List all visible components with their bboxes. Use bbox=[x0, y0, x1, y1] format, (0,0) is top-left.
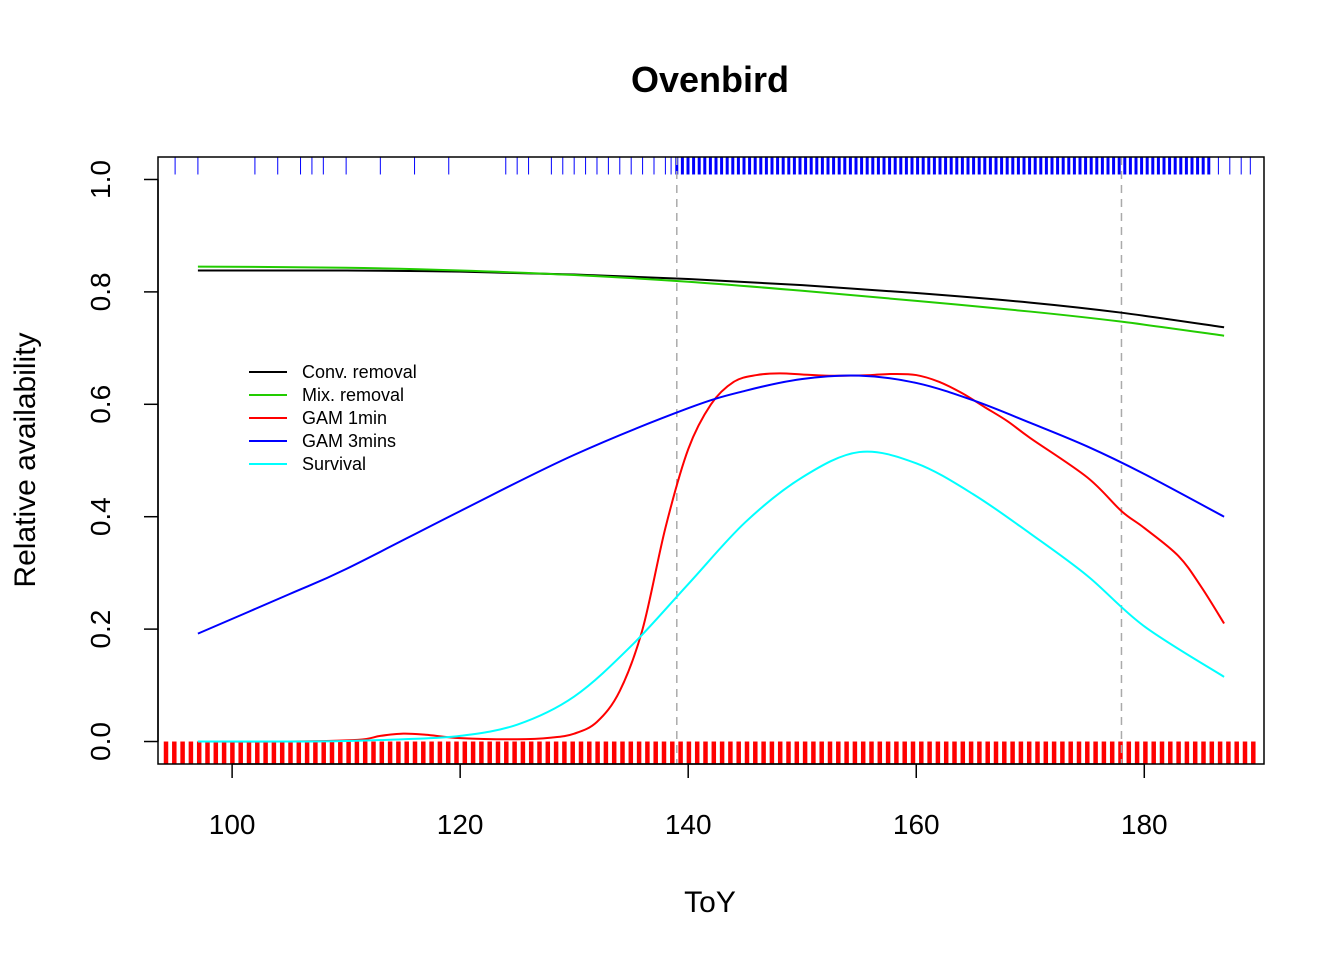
x-tick-label: 160 bbox=[893, 809, 940, 840]
series-line-0 bbox=[197, 269, 1225, 329]
y-tick-label: 0.0 bbox=[85, 722, 116, 761]
reference-lines bbox=[676, 157, 1123, 764]
x-tick-label: 120 bbox=[437, 809, 484, 840]
x-tick-label: 100 bbox=[209, 809, 256, 840]
series-line-4 bbox=[197, 450, 1225, 743]
rug-top bbox=[174, 157, 1251, 175]
x-axis: 100 120 140 160 180 bbox=[209, 763, 1168, 840]
legend-label: GAM 3mins bbox=[302, 431, 396, 451]
legend-label: GAM 1min bbox=[302, 408, 387, 428]
x-tick-label: 140 bbox=[665, 809, 712, 840]
y-tick-label: 0.8 bbox=[85, 272, 116, 311]
y-tick-label: 0.4 bbox=[85, 497, 116, 536]
y-tick-label: 0.2 bbox=[85, 610, 116, 649]
legend-label: Conv. removal bbox=[302, 362, 417, 382]
y-axis: 0.0 0.2 0.4 0.6 0.8 1.0 bbox=[85, 160, 159, 761]
x-tick-label: 180 bbox=[1121, 809, 1168, 840]
x-axis-label: ToY bbox=[684, 886, 736, 919]
legend-label: Mix. removal bbox=[302, 385, 404, 405]
y-tick-label: 0.6 bbox=[85, 385, 116, 424]
series-line-1 bbox=[197, 265, 1225, 337]
chart-title: Ovenbird bbox=[631, 59, 789, 100]
y-axis-label: Relative availability bbox=[9, 332, 42, 587]
rug-bottom bbox=[163, 741, 1256, 764]
series-line-3 bbox=[197, 374, 1225, 635]
legend: Conv. removal Mix. removal GAM 1min GAM 3mi… bbox=[249, 362, 417, 474]
legend-label: Survival bbox=[302, 454, 366, 474]
y-tick-label: 1.0 bbox=[85, 160, 116, 199]
series-lines bbox=[197, 265, 1225, 743]
